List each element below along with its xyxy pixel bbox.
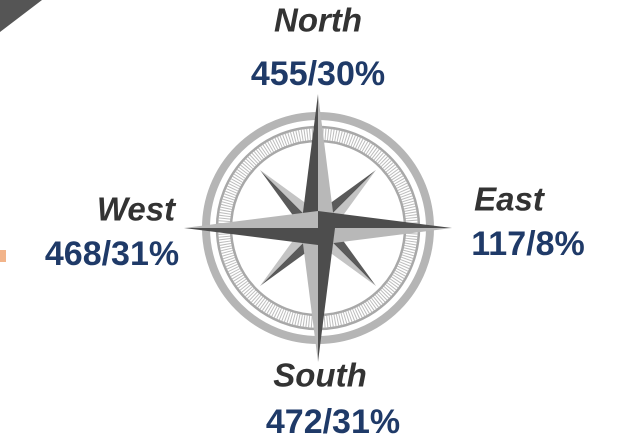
direction-name: South	[273, 357, 366, 394]
direction-value: 117/8%	[471, 225, 584, 263]
edge-mark	[0, 250, 6, 262]
direction-value: 472/31%	[266, 403, 400, 441]
direction-value: 468/31%	[45, 235, 179, 273]
page: North 455/30% West 468/31% East 117/8% S…	[0, 0, 622, 446]
direction-value: 455/30%	[251, 55, 385, 93]
compass	[184, 94, 452, 362]
direction-name: East	[474, 181, 546, 218]
direction-name: North	[274, 2, 362, 39]
corner-shape	[0, 0, 42, 32]
direction-name: West	[97, 191, 177, 228]
compass-infographic: North 455/30% West 468/31% East 117/8% S…	[0, 0, 622, 446]
